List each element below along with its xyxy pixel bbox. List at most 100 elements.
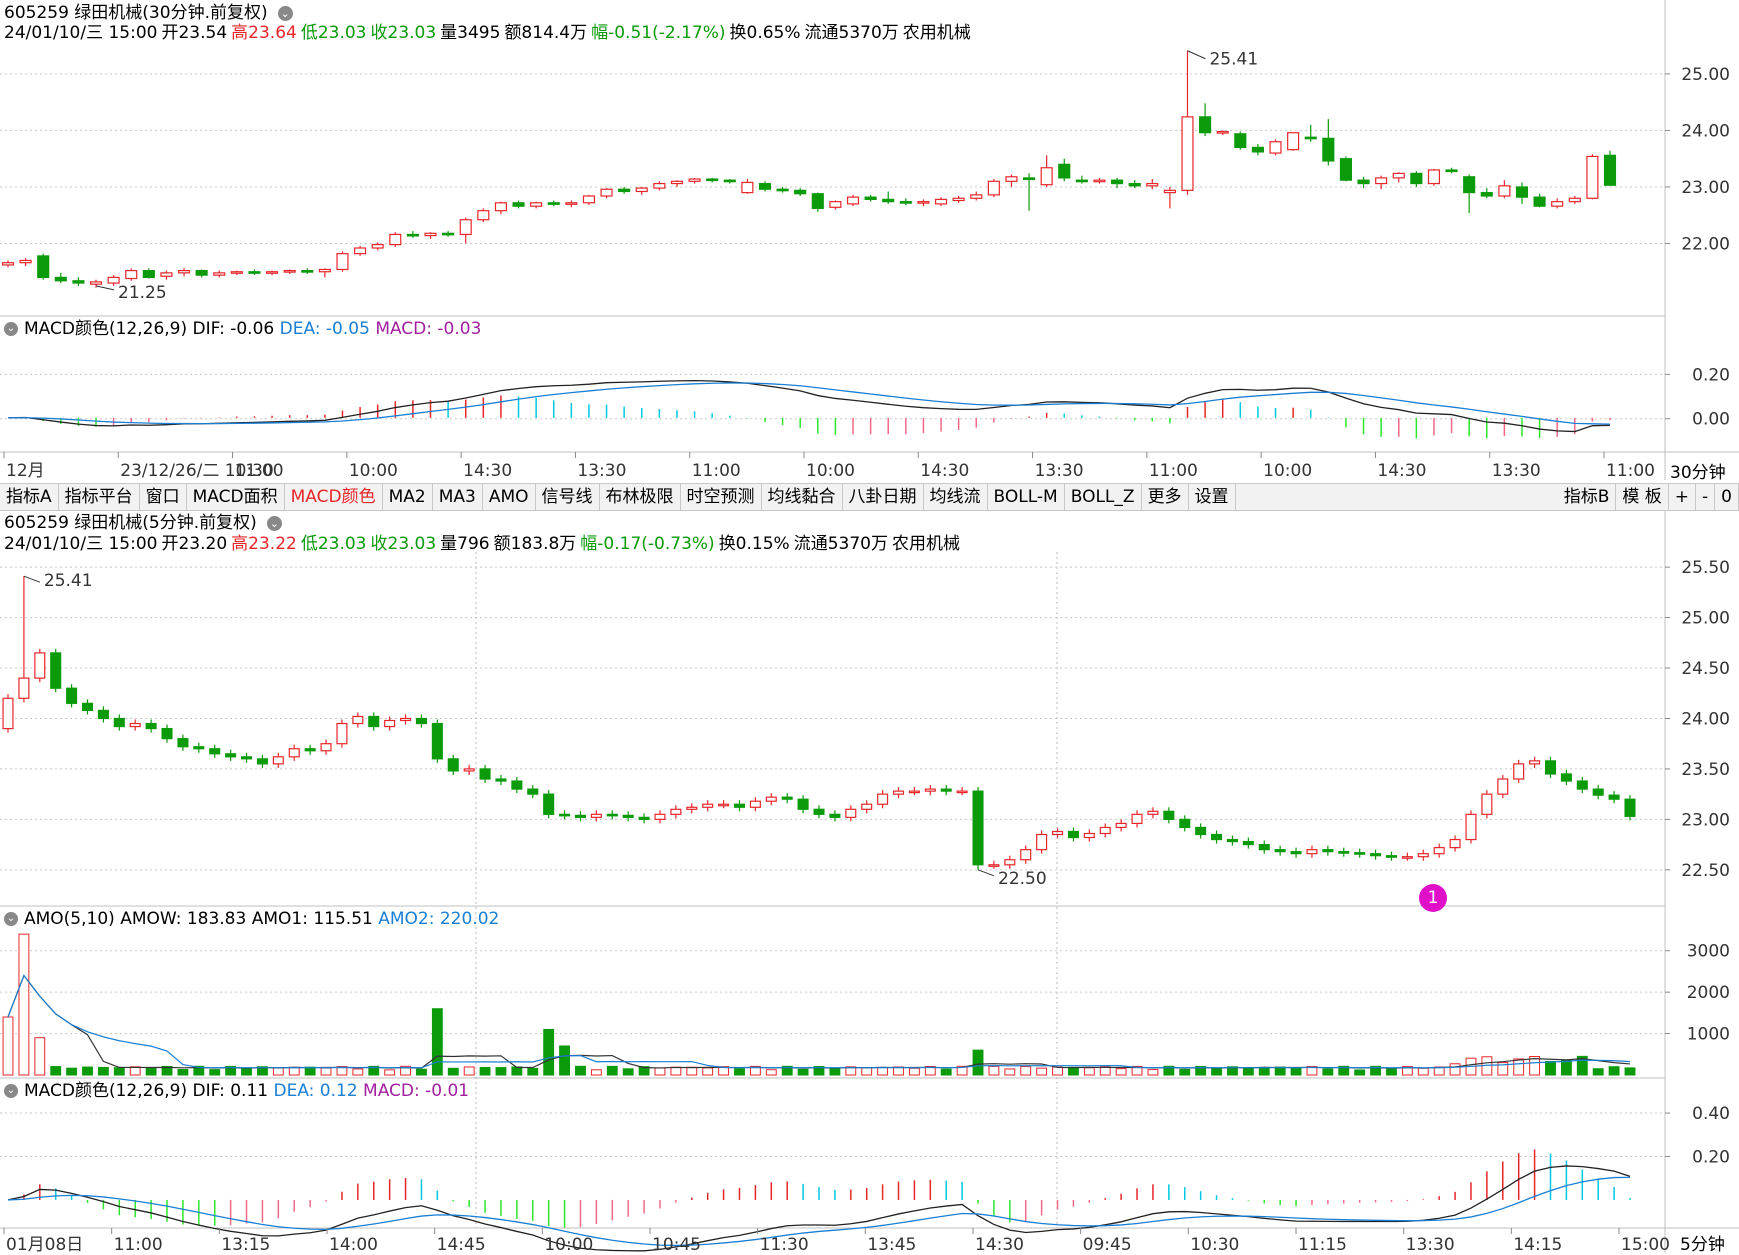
top-candle-body-4	[72, 280, 85, 284]
toolbar-tab-2[interactable]: 窗口	[140, 484, 187, 510]
toolbar-tab-6[interactable]: MA3	[433, 484, 483, 510]
toolbar-tab-11[interactable]: 均线黏合	[762, 484, 843, 510]
bottom-macd-dea-line	[7, 1176, 1631, 1247]
amo-bar-20	[320, 1067, 332, 1076]
bottom-candle-body-78	[1242, 840, 1254, 846]
top-price-tick-label-2: 24.00	[1681, 121, 1730, 141]
top-candle-body-69	[1216, 130, 1229, 134]
toolbar-tab-12[interactable]: 八卦日期	[843, 484, 924, 510]
bottom-candle-body-62	[988, 864, 1000, 867]
amo-bar-12	[193, 1065, 205, 1076]
bottom-candle-body-83	[1322, 849, 1334, 853]
bottom-annot-0: 25.41	[44, 571, 93, 591]
amo-bar-39	[622, 1068, 634, 1076]
top-xlabel-7: 10:00	[806, 461, 855, 481]
top-candle-body-72	[1269, 141, 1282, 154]
period-label-top[interactable]: 30分钟	[1670, 463, 1726, 483]
top-candle-body-41	[723, 179, 736, 183]
bottom-candle-body-74	[1179, 818, 1191, 829]
amo-header: ⌄ AMO(5,10) AMOW: 183.83 AMO1: 115.51 AMO…	[4, 909, 499, 929]
top-candle-body-60	[1058, 163, 1071, 179]
amo-bar-54	[861, 1067, 873, 1076]
top-xlabel-5: 13:30	[577, 461, 626, 481]
amo-bar-80	[1274, 1066, 1286, 1076]
amo-bar-60	[956, 1065, 968, 1076]
top-candle-body-46	[811, 193, 824, 210]
bottom-xlabel-5: 10:00	[544, 1235, 593, 1253]
top-candle-body-81	[1427, 169, 1441, 185]
toolbar-tab-1[interactable]: 指标平台	[59, 484, 140, 510]
toolbar-tab-17[interactable]: 设置	[1189, 484, 1236, 510]
bottom-candle-body-6	[97, 709, 109, 720]
chevron-down-icon[interactable]: ⌄	[277, 5, 293, 21]
bottom-candle-body-93	[1481, 793, 1493, 815]
toolbar-tab-15[interactable]: BOLL_Z	[1065, 484, 1142, 510]
amo-bar-65	[1036, 1067, 1048, 1076]
amo-bar-72	[1147, 1069, 1159, 1076]
collapse-icon[interactable]: ⌄	[4, 912, 18, 926]
toolbar-tab-3[interactable]: MACD面积	[187, 484, 285, 510]
toolbar-tab-5[interactable]: MA2	[383, 484, 433, 510]
toolbar-tab-4[interactable]: MACD颜色	[285, 484, 383, 510]
amo-bar-13	[209, 1069, 221, 1076]
amo-bar-68	[1083, 1067, 1095, 1076]
top-candle-body-86	[1515, 186, 1529, 198]
amo-bar-46	[734, 1068, 745, 1076]
collapse-icon[interactable]: ⌄	[4, 1084, 18, 1098]
bottom-price-tick-label-1: 23.00	[1681, 810, 1730, 830]
top-candle-body-27	[477, 210, 490, 221]
bottom-candle-body-23	[368, 715, 380, 728]
top-candle-body-53	[934, 198, 948, 205]
toolbar-tab-14[interactable]: BOLL-M	[988, 484, 1065, 510]
toolbar-right-1[interactable]: 模 板	[1616, 484, 1669, 510]
amo-bar-94	[1497, 1062, 1509, 1076]
amo-bar-34	[543, 1028, 555, 1076]
toolbar-tab-7[interactable]: AMO	[483, 484, 536, 510]
bottom-candle-body-26	[415, 717, 427, 725]
amo-bar-98	[1560, 1059, 1572, 1076]
bottom-candle-body-41	[654, 813, 666, 820]
toolbar-right-0[interactable]: 指标B	[1558, 484, 1617, 510]
amo-bar-15	[241, 1068, 252, 1076]
top-candle-body-58	[1022, 177, 1036, 181]
toolbar-right-3[interactable]: -	[1696, 484, 1716, 510]
amo-bar-66	[1052, 1066, 1063, 1076]
top-candle-body-42	[741, 181, 754, 194]
top-candle-body-52	[917, 201, 930, 204]
bottom-xlabel-12: 11:15	[1298, 1235, 1347, 1253]
toolbar-tab-0[interactable]: 指标A	[0, 484, 59, 510]
bottom-candle-body-64	[1020, 849, 1032, 861]
toolbar-tab-8[interactable]: 信号线	[536, 484, 600, 510]
bottom-candle-body-79	[1258, 843, 1270, 851]
toolbar-tab-13[interactable]: 均线流	[924, 484, 988, 510]
signal-badge[interactable]: 1	[1419, 884, 1447, 912]
amo-bar-78	[1242, 1067, 1254, 1076]
top-candle-body-74	[1304, 136, 1317, 140]
bottom-candle-body-59	[940, 788, 952, 792]
top-macd-tick-label-0: 0.00	[1692, 410, 1730, 430]
bottom-price-tick-label-0: 22.50	[1681, 861, 1730, 881]
bottom-candle-body-50	[797, 798, 809, 810]
bottom-candle-body-65	[1036, 833, 1048, 851]
collapse-icon[interactable]: ⌄	[4, 322, 18, 336]
top-candle-body-24	[424, 232, 437, 237]
chevron-down-icon[interactable]: ⌄	[266, 515, 282, 531]
toolbar-tab-9[interactable]: 布林极限	[600, 484, 681, 510]
top-candle-body-83	[1463, 176, 1476, 194]
bottom-candle-body-47	[749, 800, 761, 808]
top-candle-body-55	[970, 194, 983, 199]
amo-bar-23	[368, 1065, 380, 1076]
bottom-candle-body-7	[113, 717, 125, 728]
top-candle-body-50	[882, 198, 895, 203]
bottom-candle-body-45	[718, 803, 730, 807]
toolbar-right-2[interactable]: +	[1669, 484, 1697, 510]
top-xlabel-10: 11:00	[1149, 461, 1198, 481]
toolbar-tab-10[interactable]: 时空预测	[681, 484, 762, 510]
top-macd-dea-line	[7, 382, 1611, 425]
amo-bar-4	[66, 1067, 78, 1076]
period-label-bottom[interactable]: 5分钟	[1680, 1235, 1725, 1255]
top-candle-body-38	[670, 180, 684, 185]
toolbar-tab-16[interactable]: 更多	[1142, 484, 1189, 510]
toolbar-right-4[interactable]: 0	[1715, 484, 1739, 510]
